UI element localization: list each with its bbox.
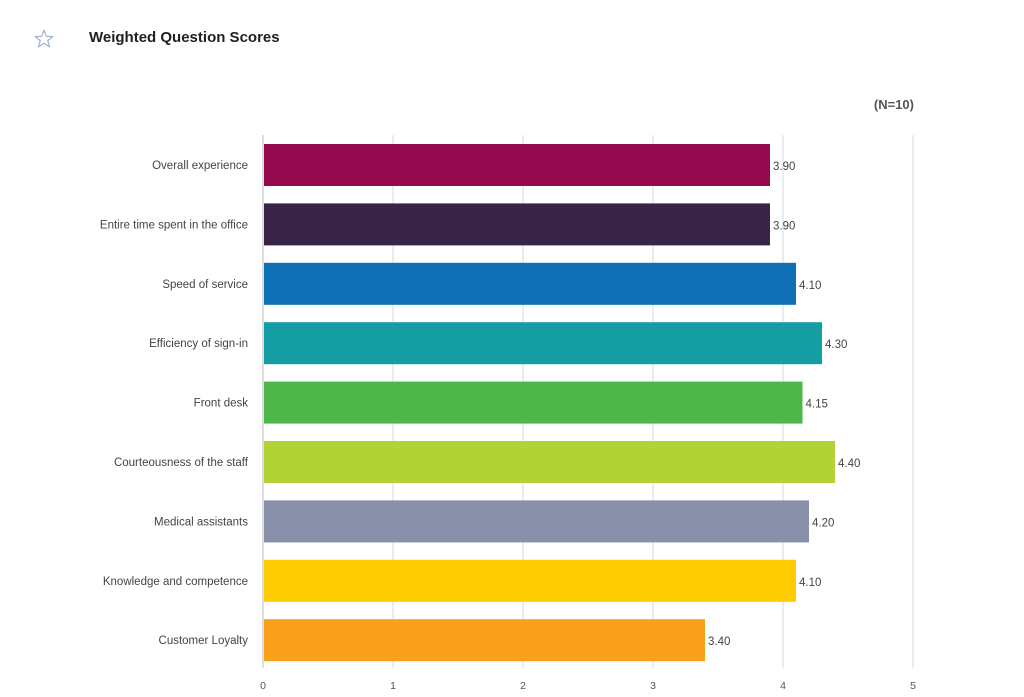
bar xyxy=(264,500,809,543)
category-label: Medical assistants xyxy=(154,516,248,528)
category-label: Efficiency of sign-in xyxy=(149,338,248,350)
data-label: 4.10 xyxy=(799,577,821,589)
x-tick-label: 1 xyxy=(390,680,396,692)
bar xyxy=(264,203,770,246)
bar xyxy=(264,262,796,305)
chart-title: Weighted Question Scores xyxy=(89,29,280,46)
sample-size-label: (N=10) xyxy=(873,97,914,112)
category-label: Speed of service xyxy=(162,279,248,291)
star-outline-icon[interactable] xyxy=(33,28,55,50)
chart-header: Weighted Question Scores xyxy=(0,0,1024,80)
x-tick-label: 2 xyxy=(520,680,526,692)
bar xyxy=(264,441,835,483)
bar xyxy=(264,559,796,602)
data-label: 4.15 xyxy=(806,399,828,411)
x-tick-label: 5 xyxy=(910,680,916,692)
category-label: Overall experience xyxy=(152,160,248,172)
data-label: 4.30 xyxy=(825,339,847,351)
data-label: 3.90 xyxy=(773,161,795,173)
category-label: Knowledge and competence xyxy=(103,576,248,588)
data-label: 4.20 xyxy=(812,517,834,529)
data-label: 4.40 xyxy=(838,458,860,470)
x-tick-label: 0 xyxy=(260,680,266,692)
x-tick-label: 3 xyxy=(650,680,656,692)
x-tick-label: 4 xyxy=(780,680,786,692)
bar xyxy=(264,322,822,365)
bar xyxy=(264,381,803,424)
data-label: 4.10 xyxy=(799,280,821,292)
bar xyxy=(264,144,770,186)
bar xyxy=(264,619,705,662)
category-label: Entire time spent in the office xyxy=(100,219,248,231)
category-label: Customer Loyalty xyxy=(159,635,249,647)
category-label: Front desk xyxy=(194,398,249,410)
data-label: 3.90 xyxy=(773,220,795,232)
category-label: Courteousness of the staff xyxy=(114,457,249,469)
data-label: 3.40 xyxy=(708,636,730,648)
